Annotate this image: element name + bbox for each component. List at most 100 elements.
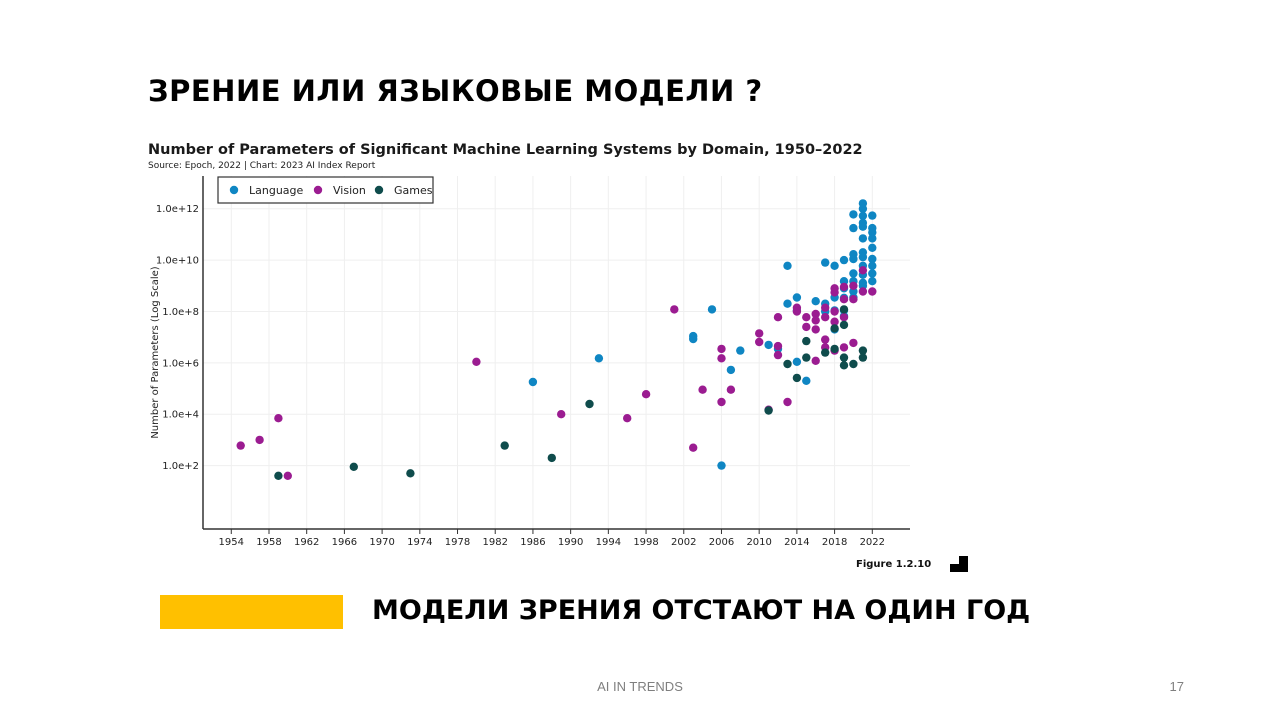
data-point-language (868, 211, 877, 220)
data-point-vision (755, 337, 764, 347)
data-point-vision (811, 356, 820, 365)
legend (217, 176, 434, 204)
data-point-language (868, 234, 877, 243)
data-point-vision (830, 307, 839, 316)
legend-marker-games (374, 185, 384, 195)
data-point-language (849, 254, 858, 264)
data-point-games (585, 399, 594, 409)
y-tick-label: 1.0e+2 (162, 461, 199, 472)
x-tick-label: 1978 (445, 537, 470, 548)
y-tick-label: 1.0e+12 (156, 204, 199, 215)
data-point-games (858, 353, 868, 362)
data-point-language (726, 365, 736, 375)
data-point-language (764, 340, 773, 350)
data-point-language (783, 299, 792, 308)
y-tick-label: 1.0e+10 (156, 256, 199, 267)
data-point-vision (858, 287, 868, 296)
data-point-vision (698, 385, 707, 394)
data-point-language (868, 243, 877, 252)
data-point-language (811, 297, 820, 306)
chart-title: Number of Parameters of Significant Mach… (148, 142, 863, 158)
figure-label: Figure 1.2.10 (856, 559, 932, 570)
y-tick-label: 1.0e+6 (162, 358, 199, 369)
data-point-language (868, 269, 877, 278)
data-point-vision (717, 397, 726, 407)
data-point-vision (849, 338, 858, 348)
data-point-language (858, 252, 868, 262)
x-tick-label: 1966 (332, 537, 357, 548)
data-point-vision (839, 313, 849, 322)
data-point-games (830, 324, 839, 333)
data-point-vision (811, 309, 820, 319)
data-point-vision (773, 350, 783, 360)
data-point-language (858, 234, 868, 243)
data-point-games (764, 406, 773, 415)
y-axis-label: Number of Parameters (Log Scale) (150, 266, 161, 438)
data-point-vision (839, 295, 849, 304)
legend-label-vision: Vision (333, 184, 366, 197)
data-point-vision (255, 435, 264, 445)
data-point-vision (689, 443, 698, 452)
data-point-vision (670, 305, 679, 314)
data-point-vision (726, 385, 736, 394)
x-tick-label: 2018 (822, 537, 847, 548)
data-point-vision (830, 317, 839, 326)
data-point-language (858, 211, 868, 220)
x-tick-label: 1954 (219, 537, 244, 548)
data-point-games (839, 353, 849, 362)
data-point-vision (821, 303, 830, 312)
data-point-language (594, 354, 604, 363)
x-tick-label: 1982 (483, 537, 508, 548)
legend-marker-language (229, 185, 239, 195)
data-point-games (849, 359, 858, 369)
data-point-games (783, 359, 792, 369)
data-point-language (802, 376, 811, 385)
data-point-games (821, 348, 830, 357)
data-point-vision (849, 281, 858, 290)
data-point-language (858, 222, 868, 231)
x-tick-label: 2002 (671, 537, 696, 548)
data-point-games (547, 453, 556, 463)
data-point-vision (623, 414, 632, 423)
data-point-language (849, 210, 858, 219)
accent-bar (160, 595, 343, 629)
data-point-vision (557, 410, 566, 419)
legend-label-language: Language (249, 184, 304, 197)
data-point-games (349, 462, 358, 471)
x-tick-label: 2014 (784, 537, 809, 548)
data-point-vision (773, 341, 783, 351)
data-point-games (802, 336, 811, 346)
x-tick-label: 1958 (256, 537, 281, 548)
data-point-language (707, 305, 717, 314)
x-tick-label: 2006 (709, 537, 734, 548)
footer-text: AI IN TRENDS (597, 679, 683, 694)
data-point-language (849, 223, 858, 233)
data-point-vision (858, 266, 868, 275)
x-tick-label: 1970 (369, 537, 394, 548)
data-point-language (689, 334, 698, 344)
data-point-games (858, 346, 868, 355)
x-tick-label: 2010 (746, 537, 771, 548)
data-point-language (868, 261, 877, 270)
data-point-vision (773, 313, 783, 322)
slide-subtitle: МОДЕЛИ ЗРЕНИЯ ОТСТАЮТ НА ОДИН ГОД (372, 595, 1031, 626)
data-point-vision (236, 441, 245, 450)
data-point-language (528, 377, 538, 387)
data-point-language (792, 357, 802, 366)
x-tick-label: 1986 (520, 537, 545, 548)
data-point-vision (839, 343, 849, 352)
data-point-vision (830, 288, 839, 297)
data-point-language (868, 254, 877, 264)
x-tick-label: 2022 (860, 537, 885, 548)
data-point-language (821, 258, 830, 267)
data-point-language (830, 261, 839, 270)
data-point-language (858, 204, 868, 213)
data-point-language (868, 277, 877, 286)
data-point-games (839, 361, 849, 370)
data-point-vision (821, 335, 830, 344)
data-point-games (839, 305, 849, 314)
data-point-language (868, 228, 877, 237)
data-point-games (802, 353, 811, 362)
data-point-games (274, 471, 283, 480)
